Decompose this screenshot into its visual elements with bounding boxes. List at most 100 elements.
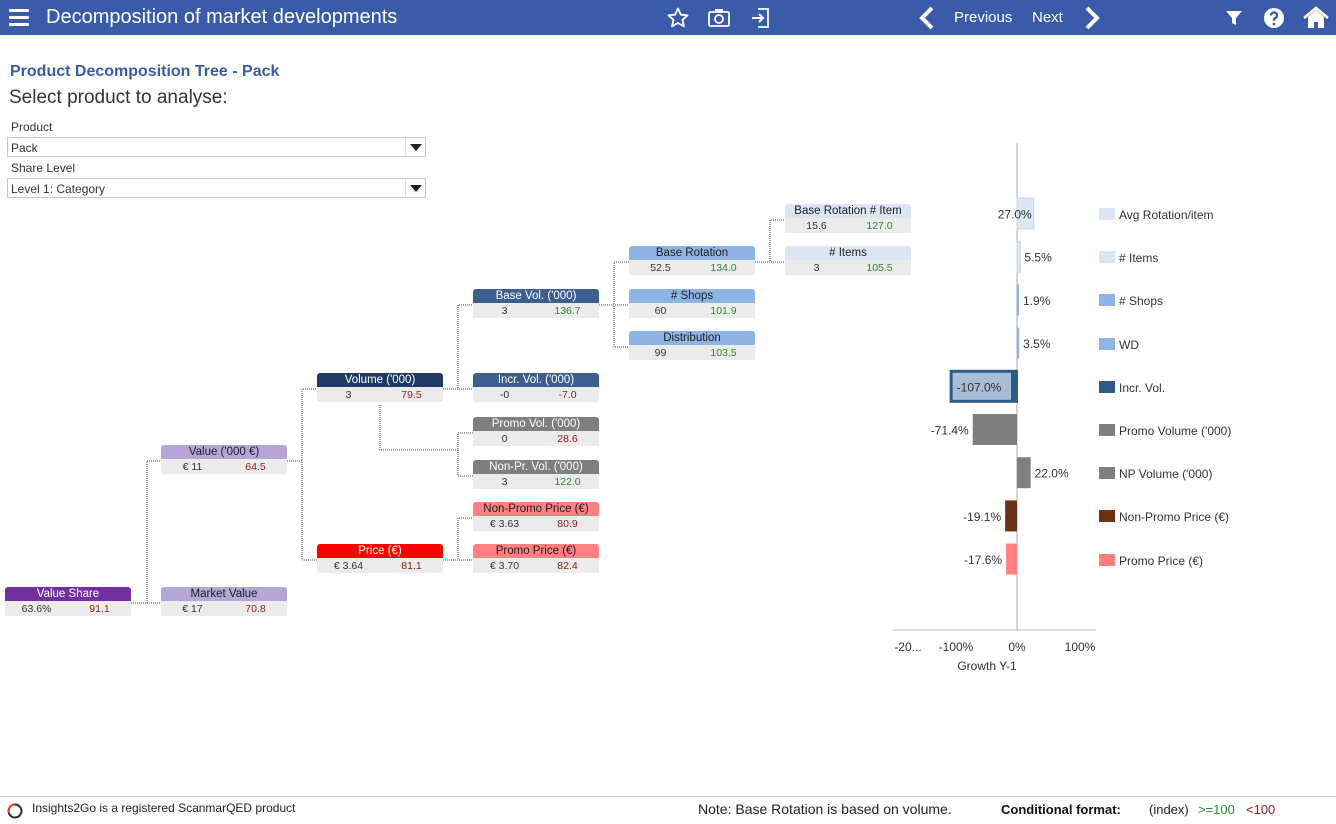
node-label: Market Value bbox=[161, 587, 287, 601]
next-button[interactable]: Next bbox=[1032, 9, 1063, 26]
node-label: Base Rotation # Item bbox=[785, 204, 911, 218]
chart-bar bbox=[1017, 457, 1031, 489]
node-market-value[interactable]: Market Value € 17 70.8 bbox=[161, 587, 287, 618]
node-value: € 3.63 bbox=[489, 518, 520, 530]
node-value: € 3.64 bbox=[333, 560, 364, 572]
legend-swatch bbox=[1099, 553, 1115, 566]
node-index: 103.5 bbox=[710, 347, 737, 359]
conditional-format-index: (index) bbox=[1149, 802, 1189, 817]
node-index: 70.8 bbox=[245, 603, 266, 615]
chart-value-label: -71.4% bbox=[931, 424, 969, 438]
node-base-vol[interactable]: Base Vol. ('000) 3 136.7 bbox=[473, 289, 599, 320]
node-label: Non-Promo Price (€) bbox=[473, 502, 599, 516]
node-index: 122.0 bbox=[554, 476, 581, 488]
chevron-down-icon[interactable] bbox=[405, 138, 425, 156]
node-index: 64.5 bbox=[245, 461, 266, 473]
node-index: 101.9 bbox=[710, 305, 737, 317]
node-incr-vol[interactable]: Incr. Vol. ('000) -0 -7.0 bbox=[473, 373, 599, 404]
chart-x-tick-label: 0% bbox=[1008, 640, 1026, 654]
product-label: Product bbox=[11, 120, 53, 134]
product-dropdown[interactable]: Pack bbox=[7, 137, 426, 157]
node-non-pr-vol[interactable]: Non-Pr. Vol. ('000) 3 122.0 bbox=[473, 460, 599, 491]
node-value: 3 bbox=[501, 476, 508, 488]
node-label: Non-Pr. Vol. ('000) bbox=[473, 460, 599, 474]
help-icon[interactable] bbox=[1262, 6, 1286, 30]
home-icon[interactable] bbox=[1302, 6, 1330, 30]
node-promo-price[interactable]: Promo Price (€) € 3.70 82.4 bbox=[473, 544, 599, 575]
chart-x-axis-label: Growth Y-1 bbox=[957, 659, 1017, 673]
node-index: 28.6 bbox=[557, 433, 578, 445]
legend-label: NP Volume ('000) bbox=[1119, 467, 1213, 482]
node-volume[interactable]: Volume ('000) 3 79.5 bbox=[317, 373, 443, 404]
chart-value-label: -17.6% bbox=[964, 553, 1002, 567]
app-title: Decomposition of market developments bbox=[46, 6, 398, 28]
chart-bar bbox=[1005, 500, 1017, 532]
node-value[interactable]: Value ('000 €) € 11 64.5 bbox=[161, 445, 287, 476]
node-value: € 3.70 bbox=[489, 560, 520, 572]
node-value: 3 bbox=[345, 389, 352, 401]
select-prompt: Select product to analyse: bbox=[9, 87, 228, 108]
legend-swatch bbox=[1099, 337, 1115, 350]
chart-value-label: 1.9% bbox=[1023, 294, 1051, 308]
chevron-down-icon[interactable] bbox=[405, 179, 425, 197]
export-icon[interactable] bbox=[749, 6, 773, 30]
legend-swatch bbox=[1099, 380, 1115, 393]
legend-label: Avg Rotation/item bbox=[1119, 208, 1214, 222]
camera-icon[interactable] bbox=[707, 6, 731, 30]
legend-label: Promo Volume ('000) bbox=[1119, 424, 1232, 438]
chart-value-label: 27.0% bbox=[998, 208, 1032, 222]
star-icon[interactable] bbox=[666, 6, 690, 30]
chevron-left-icon[interactable] bbox=[916, 6, 940, 30]
node-items[interactable]: # Items 3 105.5 bbox=[785, 246, 911, 277]
node-distribution[interactable]: Distribution 99 103.5 bbox=[629, 331, 755, 362]
node-index: 91.1 bbox=[89, 603, 110, 615]
node-label: Incr. Vol. ('000) bbox=[473, 373, 599, 387]
chart-bar bbox=[1016, 197, 1035, 230]
node-label: Value ('000 €) bbox=[161, 445, 287, 459]
node-value: -0 bbox=[499, 389, 510, 401]
node-label: Value Share bbox=[5, 587, 131, 601]
node-value: 99 bbox=[654, 347, 667, 359]
node-label: # Items bbox=[785, 246, 911, 260]
conditional-format-label: Conditional format: bbox=[1001, 802, 1121, 817]
legend-label: Non-Promo Price (€) bbox=[1119, 510, 1230, 525]
legend-swatch bbox=[1099, 294, 1115, 307]
chart-value-label: 22.0% bbox=[1035, 467, 1069, 481]
legend-swatch bbox=[1099, 208, 1115, 220]
node-value-share[interactable]: Value Share 63.6% 91.1 bbox=[5, 587, 131, 618]
node-base-rotation[interactable]: Base Rotation 52.5 134.0 bbox=[629, 246, 755, 277]
node-value: 52.5 bbox=[650, 262, 671, 274]
conditional-format-good: >=100 bbox=[1198, 802, 1235, 817]
legend-label: Promo Price (€) bbox=[1119, 553, 1204, 568]
menu-icon[interactable] bbox=[9, 9, 29, 26]
share-level-dropdown[interactable]: Level 1: Category bbox=[7, 178, 426, 198]
node-base-rotation-item[interactable]: Base Rotation # Item 15.6 127.0 bbox=[785, 204, 911, 235]
brand-text: Insights2Go is a registered ScanmarQED p… bbox=[32, 801, 296, 815]
node-label: Volume ('000) bbox=[317, 373, 443, 387]
node-shops[interactable]: # Shops 60 101.9 bbox=[629, 289, 755, 320]
node-index: 79.5 bbox=[401, 389, 422, 401]
node-index: 82.4 bbox=[557, 560, 578, 572]
footer: Insights2Go is a registered ScanmarQED p… bbox=[0, 796, 1336, 824]
chart-x-tick-label: -100% bbox=[939, 640, 974, 654]
chart-value-label: -19.1% bbox=[963, 510, 1001, 524]
chart-bar bbox=[1006, 543, 1017, 575]
chart-bar-highlight bbox=[952, 372, 1011, 400]
node-label: # Shops bbox=[629, 289, 755, 303]
chart-value-label: 3.5% bbox=[1023, 337, 1051, 351]
chevron-right-icon[interactable] bbox=[1079, 6, 1103, 30]
node-price[interactable]: Price (€) € 3.64 81.1 bbox=[317, 544, 443, 575]
filter-icon[interactable] bbox=[1222, 6, 1246, 30]
node-promo-vol[interactable]: Promo Vol. ('000) 0 28.6 bbox=[473, 417, 599, 448]
node-index: 81.1 bbox=[401, 560, 422, 572]
node-index: 80.9 bbox=[557, 518, 578, 530]
node-label: Promo Price (€) bbox=[473, 544, 599, 558]
chart-x-tick-label: 100% bbox=[1065, 640, 1096, 654]
previous-button[interactable]: Previous bbox=[954, 9, 1013, 26]
legend-label: WD bbox=[1119, 337, 1139, 352]
node-non-promo-price[interactable]: Non-Promo Price (€) € 3.63 80.9 bbox=[473, 502, 599, 533]
node-label: Promo Vol. ('000) bbox=[473, 417, 599, 431]
share-level-label: Share Level bbox=[11, 161, 76, 175]
node-label: Base Vol. ('000) bbox=[473, 289, 599, 303]
